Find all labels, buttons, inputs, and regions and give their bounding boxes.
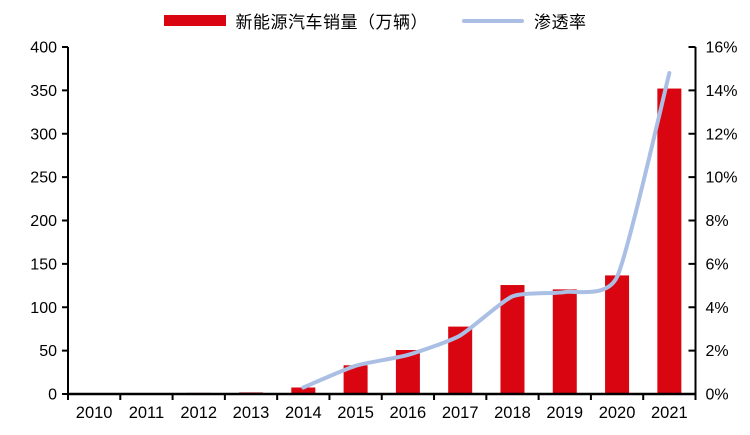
- legend-bar-swatch: [163, 15, 226, 26]
- x-axis-year-label: 2014: [285, 404, 322, 422]
- right-axis-tick-label: 4%: [706, 300, 729, 317]
- bar-2020: [605, 275, 630, 394]
- chart-legend: 新能源汽车销量（万辆） 渗透率: [0, 8, 750, 33]
- right-axis-tick-label: 12%: [706, 126, 738, 143]
- left-axis-tick-label: 250: [30, 170, 57, 187]
- right-axis-tick-label: 6%: [706, 256, 729, 273]
- legend-label: 新能源汽车销量（万辆）: [235, 13, 428, 33]
- legend-item-sales: 新能源汽车销量（万辆）: [163, 8, 429, 33]
- right-axis-tick-label: 2%: [706, 343, 729, 360]
- penetration-rate-line: [301, 71, 672, 390]
- x-axis-year-label: 2015: [337, 404, 374, 422]
- x-axis-year-label: 2019: [546, 404, 583, 422]
- x-axis-year-label: 2018: [494, 404, 531, 422]
- x-axis-year-label: 2020: [599, 404, 636, 422]
- x-axis-year-label: 2016: [390, 404, 427, 422]
- bar-2019: [552, 289, 577, 394]
- x-axis-year-label: 2017: [442, 404, 479, 422]
- right-axis-tick-label: 10%: [706, 170, 738, 187]
- x-axis-year-label: 2011: [129, 404, 164, 422]
- legend-item-penetration: 渗透率: [462, 8, 587, 33]
- left-axis-tick-label: 350: [30, 83, 57, 100]
- bar-2014: [291, 387, 316, 394]
- left-axis-tick-label: 50: [39, 343, 57, 360]
- bar-2018: [500, 285, 525, 394]
- left-axis-tick-label: 300: [30, 126, 57, 143]
- left-axis-tick-label: 150: [30, 256, 57, 273]
- x-axis-year-label: 2012: [180, 404, 217, 422]
- bar-2021: [657, 88, 682, 394]
- left-axis-tick-label: 100: [30, 300, 57, 317]
- x-axis-year-label: 2021: [651, 404, 688, 422]
- right-axis-tick-label: 16%: [706, 40, 738, 57]
- left-axis-tick-label: 0: [48, 387, 57, 404]
- x-axis-year-label: 2010: [76, 404, 113, 422]
- legend-line-swatch: [462, 18, 524, 23]
- right-axis-tick-label: 0%: [706, 387, 729, 404]
- right-axis-tick-label: 14%: [706, 83, 738, 100]
- right-axis-tick-label: 8%: [706, 213, 729, 230]
- legend-label: 渗透率: [534, 13, 587, 33]
- left-axis-tick-label: 200: [30, 213, 57, 230]
- left-axis-tick-label: 400: [30, 40, 57, 57]
- x-axis-year-label: 2013: [233, 404, 270, 422]
